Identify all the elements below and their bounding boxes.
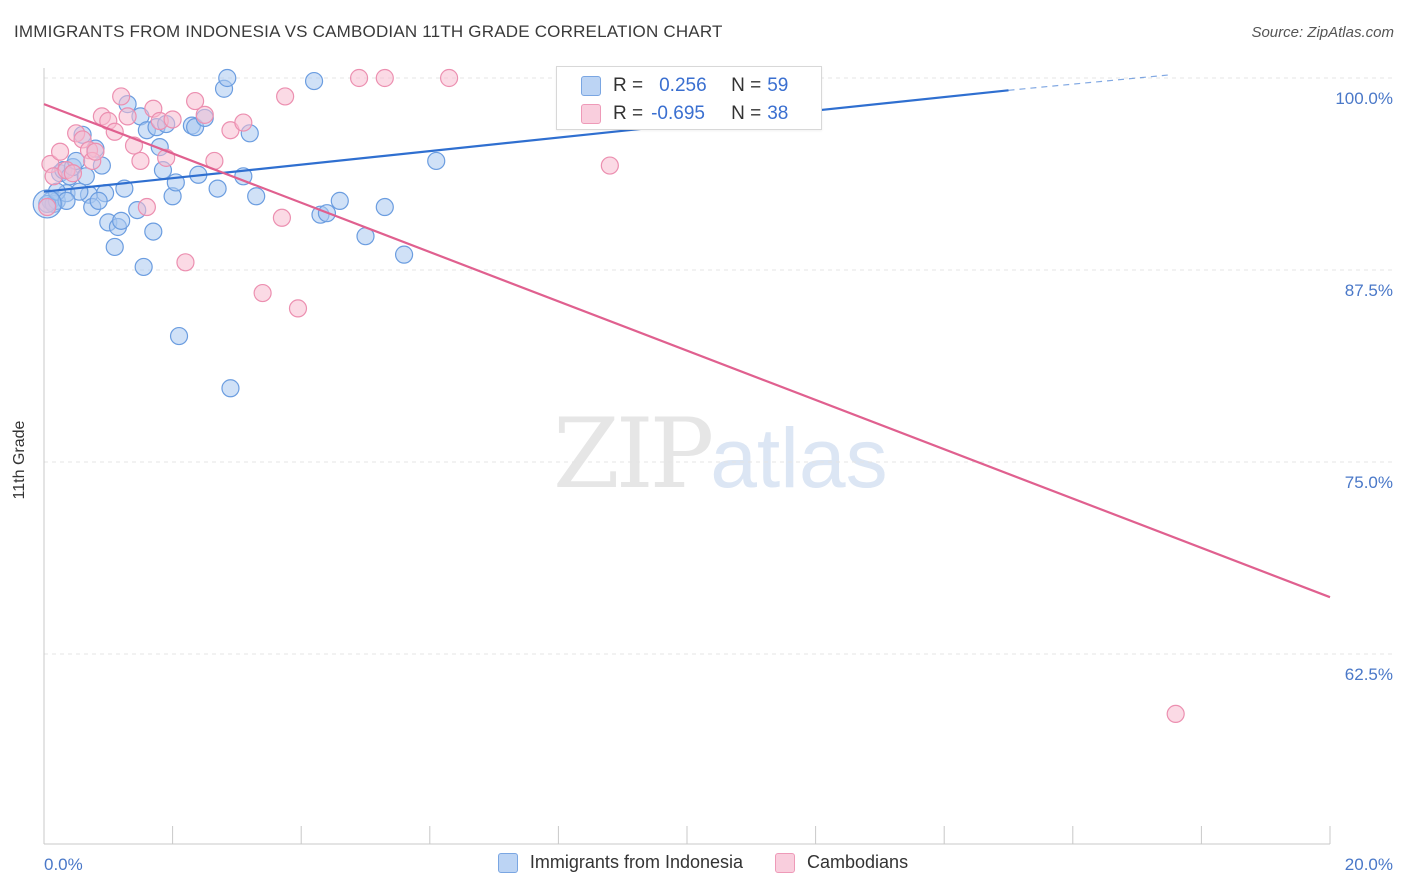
indonesia-point [394,245,414,264]
cambodians-point [63,164,83,183]
legend-label: Immigrants from Indonesia [529,852,744,872]
cambodians-point [163,110,182,129]
cambodians-point [272,208,292,227]
legend-label: Cambodians [807,852,909,872]
cambodians-point [439,68,459,88]
cambodians-point [288,299,308,318]
x-tick-label: 0.0% [44,855,83,874]
cambodians-point [86,142,105,161]
cambodians-point [375,68,394,88]
indonesia-point [427,151,446,171]
indonesia-trend-extension [1008,74,1170,91]
tick-labels: 62.5% 75.0% 87.5% 100.0% 0.0% 20.0% [44,89,1393,874]
r-value: 0.256 [659,75,707,96]
chart-title: IMMIGRANTS FROM INDONESIA VS CAMBODIAN 1… [14,22,723,41]
source-label: Source: ZipAtlas.com [1251,24,1394,41]
cambodians-point [176,253,195,272]
r-label: R = [613,75,644,96]
n-value: 59 [767,75,789,96]
cambodians-trend-line [43,103,1331,599]
cambodians-point [1166,704,1185,724]
x-tick-label: 20.0% [1345,855,1393,874]
indonesia-point [89,191,108,210]
r-value: -0.695 [651,103,705,124]
indonesia-point [375,197,394,217]
cambodians-point [253,283,272,303]
indonesia-legend-swatch [497,852,518,873]
axes [43,68,1331,845]
cambodians-point [118,107,137,126]
series-indonesia-points [32,68,748,398]
indonesia-point [169,326,189,346]
cambodians-point [50,142,70,161]
indonesia-point [218,68,237,88]
grid-lines [44,77,1394,655]
y-tick-label: 75.0% [1345,473,1393,492]
indonesia-point [144,222,163,241]
series-cambodians-points [38,68,1185,724]
n-label: N = [731,75,762,96]
indonesia-point [208,179,227,198]
indonesia-point [330,191,349,210]
indonesia-swatch [581,76,601,96]
indonesia-point [105,237,124,257]
cambodians-swatch [581,104,601,124]
indonesia-point [112,211,131,230]
y-tick-label: 62.5% [1345,665,1393,684]
watermark-atlas: atlas [710,411,888,505]
cambodians-point [600,156,619,175]
n-label: N = [731,103,762,124]
legend-item-indonesia: Immigrants from Indonesia [497,852,744,873]
stats-row-cambodians: R = -0.695 N = 38 [581,101,788,127]
watermark: ZIPatlas [553,398,888,510]
y-tick-label: 87.5% [1345,281,1393,300]
indonesia-point [247,187,266,206]
cambodians-point [137,197,156,217]
r-label: R = [613,103,644,124]
stats-row-indonesia: R = 0.256 N = 59 [581,73,788,99]
cambodians-point [234,113,253,132]
cambodians-point [186,91,205,111]
indonesia-point [57,191,76,210]
indonesia-point [304,71,324,91]
indonesia-point [221,379,240,398]
indonesia-trend-line [43,89,1009,193]
n-value: 38 [767,103,789,124]
cambodians-point [195,105,214,124]
cambodians-point [131,151,150,171]
indonesia-point [134,257,153,277]
trend-lines [43,74,1331,599]
stats-legend: R = 0.256 N = 59 R = -0.695 N = 38 [556,66,822,130]
cambodians-point [38,197,57,217]
series-legend: Immigrants from Indonesia Cambodians [0,852,1406,873]
y-tick-label: 100.0% [1335,89,1393,108]
cambodians-point [349,68,369,88]
watermark-zip: ZIP [553,398,714,510]
legend-item-cambodians: Cambodians [775,852,908,873]
cambodians-point [276,87,295,106]
cambodians-legend-swatch [775,852,796,873]
cambodians-point [112,87,131,106]
